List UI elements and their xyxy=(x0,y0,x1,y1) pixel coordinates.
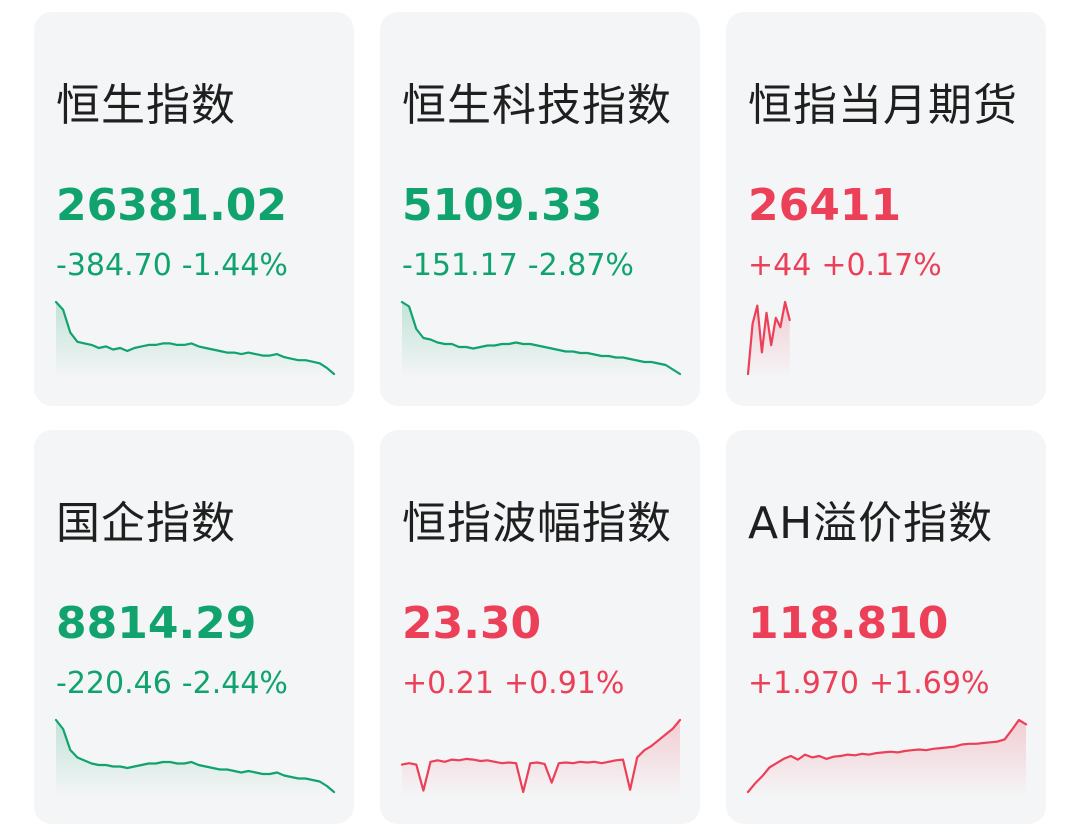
change-percent: -2.44% xyxy=(181,666,288,701)
sparkline-area xyxy=(56,720,334,796)
sparkline-chart xyxy=(54,718,336,796)
index-name: 恒指波幅指数 xyxy=(402,498,672,549)
sparkline-line xyxy=(746,718,1028,794)
index-change: +44 +0.17% xyxy=(748,246,942,286)
sparkline-chart xyxy=(54,300,336,378)
index-card-hstech[interactable]: 恒生科技指数 5109.33 -151.17 -2.87% xyxy=(380,12,700,406)
index-price: 23.30 xyxy=(402,598,542,649)
change-value: -151.17 xyxy=(402,248,518,283)
index-name: 恒指当月期货 xyxy=(748,80,1018,131)
index-change: -384.70 -1.44% xyxy=(56,246,288,286)
change-percent: -1.44% xyxy=(181,248,288,283)
index-card-hscei[interactable]: 国企指数 8814.29 -220.46 -2.44% xyxy=(34,430,354,824)
index-name: 国企指数 xyxy=(56,498,236,549)
sparkline-area xyxy=(56,302,334,378)
change-percent: -2.87% xyxy=(527,248,634,283)
index-card-hsi-futures[interactable]: 恒指当月期货 26411 +44 +0.17% xyxy=(726,12,1046,406)
change-percent: +0.91% xyxy=(503,666,625,701)
sparkline-line xyxy=(400,300,682,376)
index-change: -151.17 -2.87% xyxy=(402,246,634,286)
change-value: +44 xyxy=(748,248,812,283)
sparkline-line xyxy=(54,300,336,376)
index-price: 118.810 xyxy=(748,598,949,649)
sparkline-chart xyxy=(746,300,791,378)
index-card-ah-premium[interactable]: AH溢价指数 118.810 +1.970 +1.69% xyxy=(726,430,1046,824)
index-price: 26381.02 xyxy=(56,180,288,231)
change-value: +1.970 xyxy=(748,666,860,701)
index-price: 8814.29 xyxy=(56,598,257,649)
index-change: +0.21 +0.91% xyxy=(402,664,624,704)
sparkline-area xyxy=(402,302,680,378)
change-percent: +1.69% xyxy=(869,666,990,701)
change-value: -384.70 xyxy=(56,248,172,283)
change-percent: +0.17% xyxy=(821,248,942,283)
sparkline-chart xyxy=(400,300,682,378)
index-name: AH溢价指数 xyxy=(748,498,994,549)
sparkline-area xyxy=(402,720,680,796)
change-value: +0.21 xyxy=(402,666,494,701)
change-value: -220.46 xyxy=(56,666,172,701)
index-change: -220.46 -2.44% xyxy=(56,664,288,704)
index-price: 26411 xyxy=(748,180,902,231)
index-change: +1.970 +1.69% xyxy=(748,664,989,704)
sparkline-area xyxy=(748,720,1026,796)
index-card-vhsi[interactable]: 恒指波幅指数 23.30 +0.21 +0.91% xyxy=(380,430,700,824)
index-name: 恒生科技指数 xyxy=(402,80,672,131)
index-card-hsi[interactable]: 恒生指数 26381.02 -384.70 -1.44% xyxy=(34,12,354,406)
sparkline-line xyxy=(746,300,791,376)
sparkline-chart xyxy=(746,718,1028,796)
sparkline-line xyxy=(54,718,336,794)
index-name: 恒生指数 xyxy=(56,80,236,131)
sparkline-line xyxy=(400,718,682,794)
index-price: 5109.33 xyxy=(402,180,603,231)
sparkline-chart xyxy=(400,718,682,796)
